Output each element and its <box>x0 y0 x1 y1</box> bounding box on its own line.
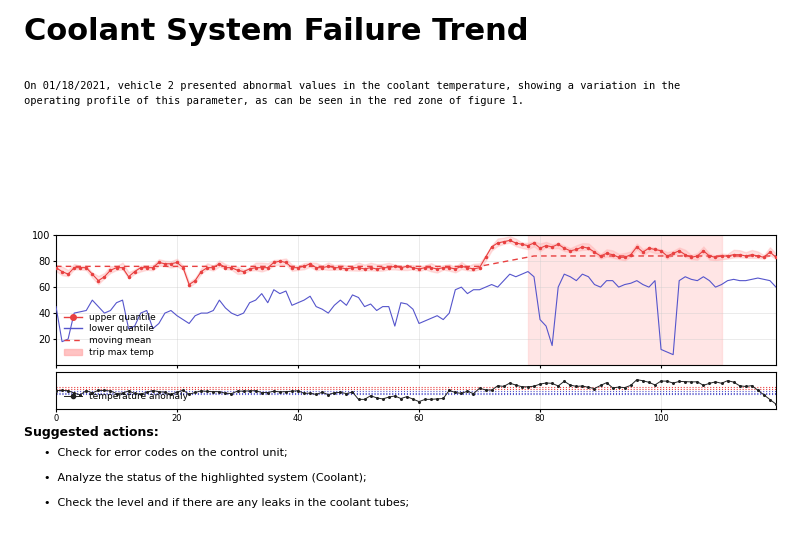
Legend: temperature anomaly: temperature anomaly <box>61 388 192 404</box>
Text: •  Analyze the status of the highlighted system (Coolant);: • Analyze the status of the highlighted … <box>44 473 366 483</box>
Text: •  Check for error codes on the control unit;: • Check for error codes on the control u… <box>44 448 288 458</box>
Text: Suggested actions:: Suggested actions: <box>24 426 158 438</box>
Text: Coolant System Failure Trend: Coolant System Failure Trend <box>24 17 529 46</box>
Bar <box>528 235 722 365</box>
Text: •  Check the level and if there are any leaks in the coolant tubes;: • Check the level and if there are any l… <box>44 498 409 508</box>
Text: On 01/18/2021, vehicle 2 presented abnormal values in the coolant temperature, s: On 01/18/2021, vehicle 2 presented abnor… <box>24 81 680 106</box>
Legend: upper quantile, lower quantile, moving mean, trip max temp: upper quantile, lower quantile, moving m… <box>61 309 160 361</box>
